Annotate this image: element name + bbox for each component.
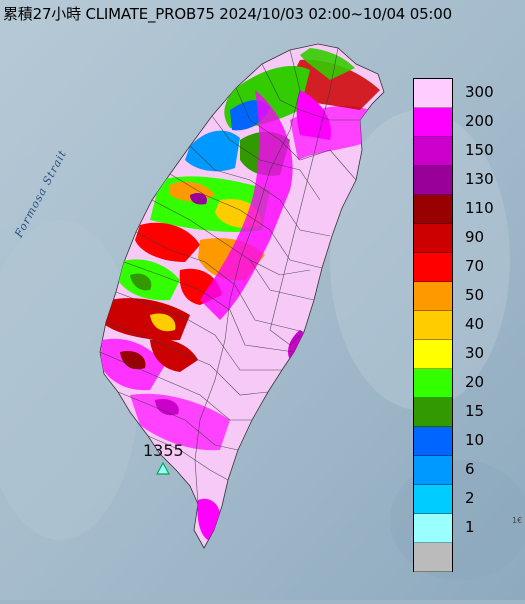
legend-label: 6 [465,460,475,478]
legend-swatch [414,398,452,427]
legend-swatch [414,195,452,224]
legend-label: 70 [465,257,485,275]
legend-swatch [414,253,452,282]
legend-swatch [414,340,452,369]
legend-swatch [414,224,452,253]
legend-label: 30 [465,344,485,362]
legend-swatch [414,456,452,485]
legend-label: 110 [465,199,494,217]
legend-swatch [414,108,452,137]
map-title: 累積27小時 CLIMATE_PROB75 2024/10/03 02:00~1… [3,5,452,23]
legend-label: 2 [465,489,475,507]
legend-label: 40 [465,315,485,333]
legend-label: 10 [465,431,485,449]
legend-swatch [414,369,452,398]
seafloor-shade [390,460,525,580]
legend-swatch [414,311,452,340]
legend-swatch [414,79,452,108]
edge-partial-label: 1€ [512,516,523,525]
legend-label: 300 [465,83,494,101]
legend-swatch [414,282,452,311]
legend-swatch [414,514,452,543]
legend-label: 150 [465,141,494,159]
district-boundaries [99,47,360,505]
legend-swatch [414,485,452,514]
legend-swatch [414,543,452,572]
max-station-marker [155,461,171,475]
legend-swatch [414,166,452,195]
max-value-label: 1355 [143,441,184,460]
legend-label: 20 [465,373,485,391]
legend-label: 130 [465,170,494,188]
legend-label: 1 [465,518,475,536]
legend-label: 50 [465,286,485,304]
seafloor-shade [0,220,140,540]
legend-label: 15 [465,402,485,420]
legend-label: 200 [465,112,494,130]
legend-label: 90 [465,228,485,246]
rainfall-legend [413,78,453,572]
legend-swatch [414,137,452,166]
rainfall-overlay [100,48,380,540]
legend-swatch [414,427,452,456]
